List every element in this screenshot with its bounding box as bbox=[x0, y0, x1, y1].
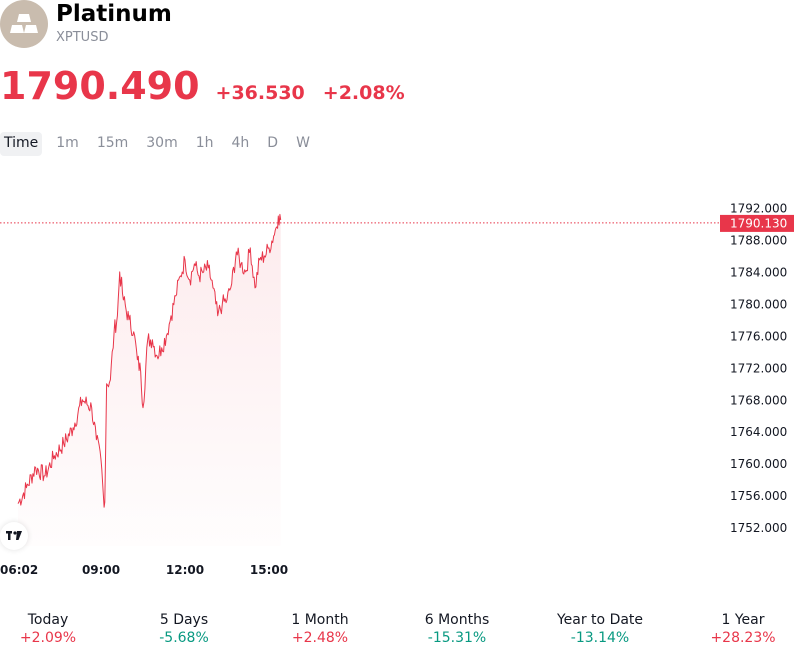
period-5-days[interactable]: 5 Days -5.68% bbox=[124, 611, 244, 647]
period-label: 6 Months bbox=[424, 612, 490, 628]
last-price-label: 1790.130 bbox=[730, 216, 787, 230]
period-1-year[interactable]: 1 Year +28.23% bbox=[683, 611, 800, 647]
last-price-badge bbox=[720, 214, 794, 232]
price-row: 1790.490 +36.530 +2.08% bbox=[0, 64, 405, 108]
current-price: 1790.490 bbox=[0, 64, 200, 108]
y-tick-label: 1760.000 bbox=[730, 457, 787, 471]
period-label: 5 Days bbox=[159, 612, 209, 628]
interval-15m[interactable]: 15m bbox=[96, 135, 129, 151]
performance-periods: Today +2.09% 5 Days -5.68% 1 Month +2.48… bbox=[0, 611, 800, 651]
period-6-months[interactable]: 6 Months -15.31% bbox=[397, 611, 517, 647]
period-value: +2.09% bbox=[19, 630, 77, 646]
period-label: 1 Year bbox=[721, 612, 765, 628]
interval-30m[interactable]: 30m bbox=[146, 135, 178, 151]
y-tick-label: 1764.000 bbox=[730, 425, 787, 439]
y-tick-label: 1780.000 bbox=[730, 297, 787, 311]
price-chart[interactable]: 1790.130 1792.000 1788.000 1784.000 1780.00… bbox=[0, 176, 800, 596]
x-tick-label: 09:00 bbox=[82, 563, 120, 577]
interval-1m[interactable]: 1m bbox=[56, 135, 79, 151]
period-value: -13.14% bbox=[570, 630, 630, 646]
interval-4h[interactable]: 4h bbox=[231, 135, 250, 151]
period-value: +2.48% bbox=[291, 630, 349, 646]
y-tick-label: 1776.000 bbox=[730, 329, 787, 343]
period-value: -5.68% bbox=[159, 630, 209, 646]
price-change-percent: +2.08% bbox=[322, 82, 405, 104]
tradingview-logo-icon[interactable] bbox=[0, 522, 28, 550]
period-value: -15.31% bbox=[427, 630, 487, 646]
y-tick-label: 1792.000 bbox=[730, 201, 787, 215]
price-change: +36.530 bbox=[215, 82, 305, 104]
period-label: Today bbox=[27, 612, 69, 628]
price-line bbox=[17, 213, 282, 508]
interval-1h[interactable]: 1h bbox=[195, 135, 214, 151]
x-tick-label: 06:02 bbox=[0, 563, 38, 577]
period-label: 1 Month bbox=[291, 612, 349, 628]
interval-selector: Time 1m 15m 30m 1h 4h D W bbox=[0, 132, 324, 156]
x-tick-label: 12:00 bbox=[166, 563, 204, 577]
interval-d[interactable]: D bbox=[267, 135, 279, 151]
y-tick-label: 1752.000 bbox=[730, 521, 787, 535]
period-label: Year to Date bbox=[556, 612, 644, 628]
period-value: +28.23% bbox=[710, 630, 776, 646]
ticker-symbol: XPTUSD bbox=[56, 30, 109, 45]
y-tick-label: 1788.000 bbox=[730, 233, 787, 247]
y-tick-label: 1768.000 bbox=[730, 393, 787, 407]
y-tick-label: 1756.000 bbox=[730, 489, 787, 503]
period-year-to-date[interactable]: Year to Date -13.14% bbox=[540, 611, 660, 647]
period-1-month[interactable]: 1 Month +2.48% bbox=[260, 611, 380, 647]
header: Platinum XPTUSD bbox=[0, 0, 800, 60]
y-tick-label: 1784.000 bbox=[730, 265, 787, 279]
page-title: Platinum bbox=[56, 1, 172, 27]
interval-w[interactable]: W bbox=[296, 135, 310, 151]
x-tick-label: 15:00 bbox=[250, 563, 288, 577]
period-today[interactable]: Today +2.09% bbox=[0, 611, 108, 647]
y-tick-label: 1772.000 bbox=[730, 361, 787, 375]
interval-time[interactable]: Time bbox=[0, 132, 43, 156]
gold-bars-icon bbox=[0, 0, 48, 48]
